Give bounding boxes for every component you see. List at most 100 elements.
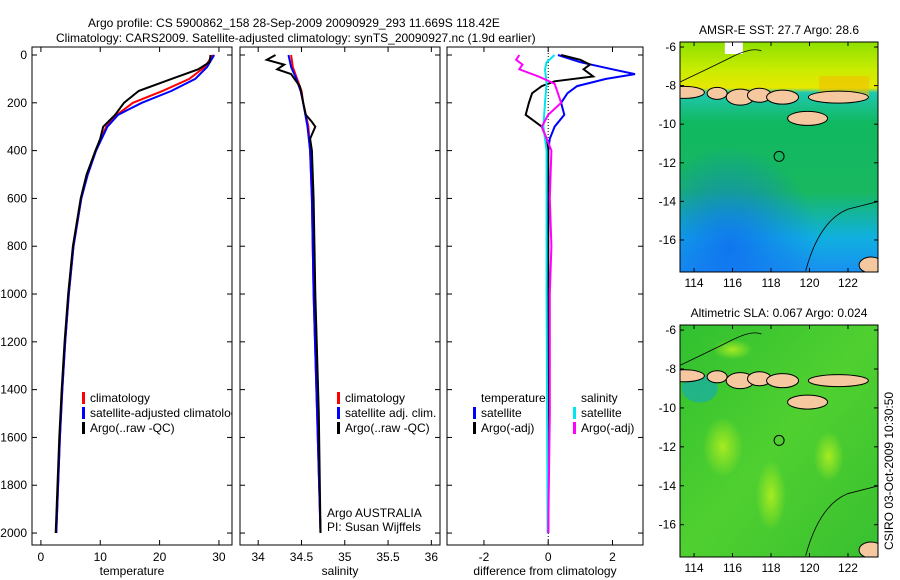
- x-tick-label: 20: [153, 550, 167, 564]
- series-line-temperature-argo-adj-: [524, 54, 596, 533]
- sla-high-patch: [712, 339, 753, 360]
- legend-swatch: [337, 392, 340, 404]
- map-title: Altimetric SLA: 0.067 Argo: 0.024: [691, 306, 868, 320]
- x-tick-label: 35.5: [376, 550, 400, 564]
- legend-entry: satellite: [581, 406, 622, 420]
- legend-swatch: [473, 422, 476, 434]
- map-field: [680, 42, 878, 272]
- figure-title-line1: Argo profile: CS 5900862_158 28-Sep-2009…: [88, 16, 500, 30]
- series-group: [54, 54, 216, 534]
- plot-frame: [446, 46, 644, 546]
- y-tick-label: 200: [7, 96, 27, 110]
- land-island: [858, 256, 878, 272]
- map-title: AMSR-E SST: 27.7 Argo: 28.6: [699, 23, 859, 37]
- missing-data: [724, 42, 743, 54]
- legend-swatch: [82, 407, 85, 419]
- profile-panel-2: 34 34.5 35 35.5 36 salinity climatologysatelli…: [239, 46, 441, 578]
- legend-swatch: [337, 407, 340, 419]
- lat-tick-label: -10: [659, 401, 677, 415]
- y-tick-label: 2000: [0, 526, 27, 540]
- sla-high-patch: [702, 416, 743, 477]
- series-line-salinity-argo-adj-: [514, 54, 563, 534]
- bathymetry-contour: [680, 332, 878, 556]
- lon-tick-label: 122: [838, 276, 858, 290]
- series-line-argo-raw-qc-: [264, 54, 322, 534]
- land-island: [706, 86, 728, 100]
- map-field: [680, 325, 878, 557]
- land-island: [680, 369, 705, 383]
- lon-tick-label: 116: [723, 276, 742, 290]
- lon-tick-label: 118: [761, 276, 780, 290]
- csiro-timestamp: CSIRO 03-Oct-2009 10:30:50: [882, 392, 896, 550]
- x-tick-label: -2: [479, 550, 490, 564]
- lat-tick-label: -6: [665, 323, 676, 337]
- legend-entry: Argo(..raw -QC): [90, 421, 175, 435]
- profile-panel-1: 0 10 20 30 0 200 400 600 800 1000 1200 1400 1600 1800…: [0, 46, 243, 578]
- map-panel-2: Altimetric SLA: 0.067 Argo: 0.024 114 116 1…: [659, 306, 879, 575]
- annotation-text: Argo AUSTRALIA: [327, 506, 422, 520]
- lat-tick-label: -12: [659, 156, 677, 170]
- series-group: [514, 54, 636, 534]
- lon-tick-label: 118: [761, 561, 780, 575]
- y-tick-label: 1400: [0, 383, 27, 397]
- lat-tick-label: -12: [659, 440, 677, 454]
- y-tick-label: 800: [7, 239, 27, 253]
- map-frame: [679, 41, 879, 273]
- legend-entry: satellite-adjusted climatology: [90, 406, 243, 420]
- lat-tick-label: -14: [659, 194, 677, 208]
- series-line-salinity-satellite: [542, 54, 556, 534]
- x-tick-label: 0: [38, 550, 45, 564]
- land-island: [787, 110, 829, 126]
- legend-swatch: [573, 407, 576, 419]
- lon-tick-label: 120: [799, 561, 819, 575]
- land-island: [787, 394, 829, 410]
- x-tick-label: 34.5: [290, 550, 314, 564]
- figure-title-line2: Climatology: CARS2009. Satellite-adjuste…: [56, 31, 536, 45]
- y-tick-label: 1600: [0, 430, 27, 444]
- bathymetry-contour: [680, 49, 878, 271]
- lat-tick-label: -16: [659, 233, 677, 247]
- argo-float-marker: [773, 150, 785, 162]
- argo-float-marker: [773, 434, 785, 446]
- y-tick-label: 0: [20, 48, 27, 62]
- map-frame: [679, 324, 879, 558]
- series-group: [264, 54, 322, 534]
- legend-entry: Argo(-adj): [481, 421, 534, 435]
- annotation-text: PI: Susan Wijffels: [327, 520, 421, 534]
- lon-tick-label: 120: [799, 276, 819, 290]
- lat-tick-label: -6: [665, 40, 676, 54]
- legend-swatch: [337, 422, 340, 434]
- lon-tick-label: 114: [684, 561, 703, 575]
- land-island: [766, 89, 800, 105]
- sla-high-patch: [813, 431, 844, 482]
- plot-frame: [239, 46, 441, 546]
- x-tick-label: 0: [545, 550, 552, 564]
- legend-entry: climatology: [345, 391, 405, 405]
- lon-tick-label: 116: [723, 561, 742, 575]
- x-axis-label: difference from climatology: [473, 564, 616, 578]
- plot-frame: [31, 46, 233, 546]
- x-tick-label: 36: [425, 550, 439, 564]
- y-tick-label: 600: [7, 191, 27, 205]
- land-island: [766, 373, 800, 389]
- series-line-satellite-adj-clim-: [287, 54, 322, 534]
- land-island: [706, 370, 728, 384]
- x-tick-label: 35: [338, 550, 352, 564]
- legend-swatch: [82, 422, 85, 434]
- land-island: [858, 541, 878, 557]
- land-island: [680, 85, 705, 99]
- legend-entry: climatology: [90, 391, 150, 405]
- y-tick-label: 1000: [0, 287, 27, 301]
- lat-tick-label: -16: [659, 518, 677, 532]
- series-line-argo-raw-qc-: [54, 54, 212, 534]
- y-tick-label: 400: [7, 144, 27, 158]
- legend-entry: Argo(..raw -QC): [345, 421, 430, 435]
- x-tick-label: 2: [609, 550, 616, 564]
- legend-entry: salinity: [581, 391, 618, 405]
- legend-entry: Argo(-adj): [581, 421, 634, 435]
- y-tick-label: 1800: [0, 478, 27, 492]
